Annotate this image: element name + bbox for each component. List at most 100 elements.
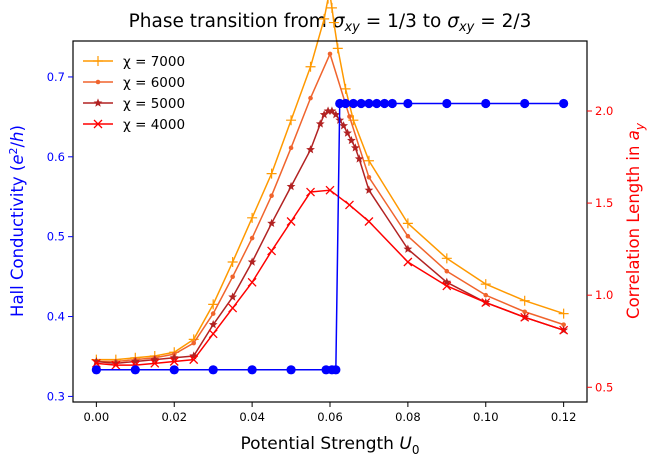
legend-label: χ = 6000 xyxy=(123,75,185,91)
data-point-hall xyxy=(442,98,452,109)
series-7000 xyxy=(91,0,569,365)
data-point-5000 xyxy=(350,143,360,152)
data-point-7000 xyxy=(558,308,569,319)
data-point-6000 xyxy=(327,51,333,57)
data-point-hall xyxy=(387,98,397,109)
data-point-7000 xyxy=(319,13,330,24)
data-point-7000 xyxy=(305,61,316,72)
ylabel-right-part: y xyxy=(633,122,647,131)
data-point-6000 xyxy=(483,292,489,298)
data-point-5000 xyxy=(306,145,315,154)
x-tick-label: 0.06 xyxy=(317,410,343,424)
data-point-hall xyxy=(520,98,530,109)
data-point-6000 xyxy=(366,174,372,180)
legend: χ = 7000 χ = 6000 χ = 5000 χ = 4000 xyxy=(83,54,185,133)
data-point-4000 xyxy=(169,357,179,366)
data-point-hall xyxy=(331,365,341,375)
data-point-hall xyxy=(403,98,413,109)
series-line-4000 xyxy=(96,189,564,366)
data-point-5000 xyxy=(354,154,364,163)
data-point-4000 xyxy=(306,187,315,197)
data-point-7000 xyxy=(208,299,219,310)
data-point-5000 xyxy=(315,119,325,128)
data-point-4000 xyxy=(150,358,160,368)
data-point-7000 xyxy=(247,212,258,223)
data-point-5000 xyxy=(267,218,276,228)
data-point-7000 xyxy=(519,295,530,306)
data-point-hall xyxy=(340,98,351,109)
data-point-4000 xyxy=(345,200,354,210)
data-point-5000 xyxy=(150,355,160,364)
data-point-hall xyxy=(208,365,218,375)
y-right-tick-label: 1.0 xyxy=(595,288,613,302)
x-axis-label: Potential Strength U0 xyxy=(241,434,420,457)
data-point-7000 xyxy=(332,43,343,54)
x-tick-label: 0.04 xyxy=(239,410,265,424)
data-point-5000 xyxy=(364,185,374,194)
data-point-4000 xyxy=(91,358,101,368)
data-point-4000 xyxy=(267,246,277,256)
xlabel-part: U xyxy=(399,434,412,454)
data-point-6000 xyxy=(405,233,411,239)
data-point-hall xyxy=(356,98,366,109)
data-point-5000 xyxy=(319,110,329,119)
ylabel-left-part: / xyxy=(8,141,27,147)
data-point-4000 xyxy=(520,312,530,322)
ylabel-right-part: a xyxy=(624,130,643,140)
data-point-5000 xyxy=(331,110,341,119)
series-line-5000 xyxy=(96,110,564,365)
ylabel-left-part: e xyxy=(8,154,27,164)
series-6000 xyxy=(94,51,566,364)
title-part: xy xyxy=(458,20,475,35)
data-point-6000 xyxy=(191,340,197,346)
data-point-4000 xyxy=(364,217,374,226)
x-tick-label: 0.02 xyxy=(161,410,187,424)
data-point-7000 xyxy=(363,155,374,166)
data-point-hall xyxy=(169,365,179,375)
legend-marker xyxy=(93,56,103,66)
data-point-hall xyxy=(559,98,569,109)
data-point-5000 xyxy=(442,277,452,286)
data-point-hall xyxy=(247,365,257,375)
data-point-5000 xyxy=(111,358,121,368)
data-point-4000 xyxy=(228,303,238,313)
data-point-6000 xyxy=(444,268,450,274)
legend-label: χ = 5000 xyxy=(123,96,185,112)
data-point-7000 xyxy=(480,279,491,290)
data-point-7000 xyxy=(326,2,337,13)
data-point-hall xyxy=(364,98,374,109)
data-point-4000 xyxy=(325,185,335,195)
x-tick-label: 0.00 xyxy=(84,410,110,424)
x-tick-label: 0.12 xyxy=(551,410,577,424)
data-point-6000 xyxy=(269,193,274,199)
series-5000 xyxy=(91,106,569,368)
data-point-6000 xyxy=(288,145,294,151)
data-point-hall xyxy=(130,365,140,375)
title-part: = 1/3 to xyxy=(360,11,447,32)
y-right-tick-label: 1.5 xyxy=(595,196,613,210)
data-point-7000 xyxy=(340,83,351,94)
data-point-4000 xyxy=(111,360,121,370)
data-point-6000 xyxy=(249,235,255,241)
plot-area xyxy=(91,0,569,375)
data-point-5000 xyxy=(347,135,356,145)
axes: 0.00 0.02 0.04 0.06 0.08 0.10 0.12 0.3 0.4 0.5 0.6… xyxy=(47,70,614,424)
y-left-tick-label: 0.3 xyxy=(47,389,65,403)
ylabel-left-part: h xyxy=(8,131,27,141)
data-point-5000 xyxy=(343,128,352,137)
data-point-6000 xyxy=(308,95,313,101)
data-point-hall xyxy=(348,98,358,109)
series-line-6000 xyxy=(96,53,564,363)
legend-item-4000: χ = 4000 xyxy=(83,117,185,133)
ylabel-right-part: Correlation Length in xyxy=(624,140,643,319)
legend-item-7000: χ = 7000 xyxy=(83,54,185,70)
data-point-hall xyxy=(372,98,382,109)
legend-marker xyxy=(93,98,103,107)
data-point-hall xyxy=(379,98,390,109)
title-part: Phase transition from xyxy=(129,11,333,32)
series-hall xyxy=(91,98,569,375)
data-point-5000 xyxy=(323,106,333,115)
y-right-tick-label: 0.5 xyxy=(595,380,613,394)
data-point-4000 xyxy=(403,257,413,267)
